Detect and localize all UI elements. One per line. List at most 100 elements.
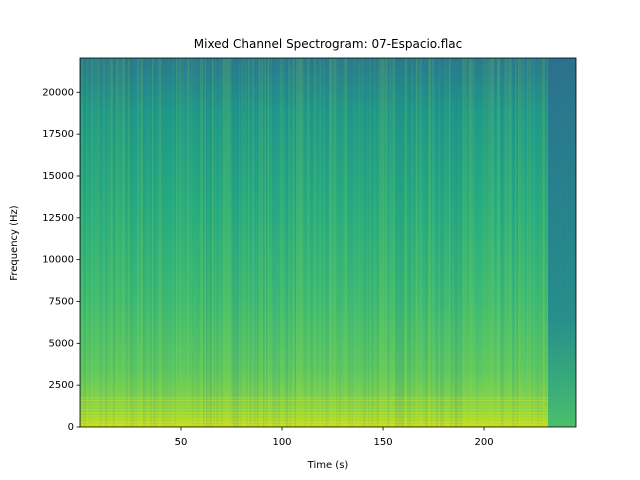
texture-stripe [137, 58, 139, 427]
texture-stripe [308, 58, 310, 427]
texture-stripe [326, 58, 328, 427]
texture-stripe [339, 58, 341, 427]
texture-stripe [99, 58, 101, 427]
texture-stripe [240, 58, 242, 427]
texture-stripe [156, 58, 158, 427]
texture-stripe [471, 58, 473, 427]
texture-stripe [149, 58, 151, 427]
texture-stripe [531, 58, 533, 427]
texture-stripe [123, 58, 125, 427]
texture-stripe [546, 58, 548, 427]
texture-stripe [104, 58, 106, 427]
texture-stripe [512, 58, 514, 427]
texture-stripe [478, 58, 480, 427]
texture-stripe [293, 58, 295, 427]
texture-stripe [496, 58, 498, 427]
texture-stripe [254, 58, 256, 427]
texture-stripe [384, 58, 386, 427]
texture-stripe [131, 58, 133, 427]
texture-stripe [434, 58, 436, 427]
texture-stripe [494, 58, 496, 427]
texture-stripe [158, 58, 160, 427]
texture-stripe [83, 58, 85, 427]
texture-stripe [140, 58, 142, 427]
texture-stripe [536, 58, 538, 427]
texture-stripe [510, 58, 512, 427]
texture-stripe [391, 58, 393, 427]
texture-stripe [399, 58, 401, 427]
texture-stripe [449, 58, 451, 427]
texture-stripe [542, 58, 544, 427]
texture-stripe [258, 58, 260, 427]
texture-stripe [415, 58, 417, 427]
texture-stripe [321, 58, 323, 427]
texture-stripe [277, 58, 279, 427]
texture-stripe [411, 58, 413, 427]
texture-stripe [539, 58, 541, 427]
texture-stripe [212, 58, 214, 427]
texture-stripe [464, 58, 466, 427]
texture-stripe [272, 58, 274, 427]
texture-stripe [372, 58, 374, 427]
texture-stripe [190, 58, 192, 427]
texture-stripe [248, 58, 250, 427]
texture-stripe [102, 58, 104, 427]
texture-stripe [521, 58, 523, 427]
texture-stripe [302, 58, 304, 427]
texture-stripe [110, 58, 112, 427]
texture-stripe [314, 58, 316, 427]
texture-stripe [458, 58, 460, 427]
texture-stripe [90, 58, 92, 427]
texture-stripe [368, 58, 370, 427]
texture-stripe [132, 58, 134, 427]
texture-stripe [162, 58, 164, 427]
texture-stripe [316, 58, 318, 427]
texture-stripe [318, 58, 320, 427]
texture-stripe [355, 58, 357, 427]
texture-stripe [278, 58, 280, 427]
texture-stripe [351, 58, 353, 427]
texture-stripe [249, 58, 251, 427]
texture-stripe [343, 58, 345, 427]
texture-stripe [518, 58, 520, 427]
texture-stripe [446, 58, 448, 427]
texture-stripe [237, 58, 239, 427]
texture-stripe [275, 58, 277, 427]
texture-stripe [507, 58, 509, 427]
texture-stripe [509, 58, 511, 427]
texture-stripe [462, 58, 464, 427]
texture-stripe [330, 58, 332, 427]
texture-stripe [422, 58, 424, 427]
texture-stripe [378, 58, 380, 427]
y-tick-label: 2500 [49, 380, 74, 391]
texture-stripe [367, 58, 369, 427]
x-tick-label: 150 [373, 437, 392, 448]
texture-stripe [465, 58, 467, 427]
texture-stripe [537, 58, 539, 427]
texture-stripe [251, 58, 253, 427]
texture-stripe [470, 58, 472, 427]
texture-stripe [498, 58, 500, 427]
y-tick-label: 15000 [42, 171, 74, 182]
texture-stripe [503, 58, 505, 427]
texture-stripe [383, 58, 385, 427]
texture-stripe [441, 58, 443, 427]
y-tick-label: 0 [68, 422, 74, 433]
texture-stripe [526, 58, 528, 427]
texture-stripe [386, 58, 388, 427]
texture-stripe [527, 58, 529, 427]
texture-stripe [398, 58, 400, 427]
texture-stripe [389, 58, 391, 427]
texture-stripe [107, 58, 109, 427]
texture-stripe [222, 58, 224, 427]
texture-stripe [128, 58, 130, 427]
texture-stripe [125, 58, 127, 427]
texture-stripe [231, 58, 233, 427]
texture-stripe [310, 58, 312, 427]
texture-stripe [230, 58, 232, 427]
y-axis-label: Frequency (Hz) [9, 205, 20, 281]
texture-stripe [323, 58, 325, 427]
texture-stripe [242, 58, 244, 427]
texture-stripe [424, 58, 426, 427]
texture-stripe [530, 58, 532, 427]
